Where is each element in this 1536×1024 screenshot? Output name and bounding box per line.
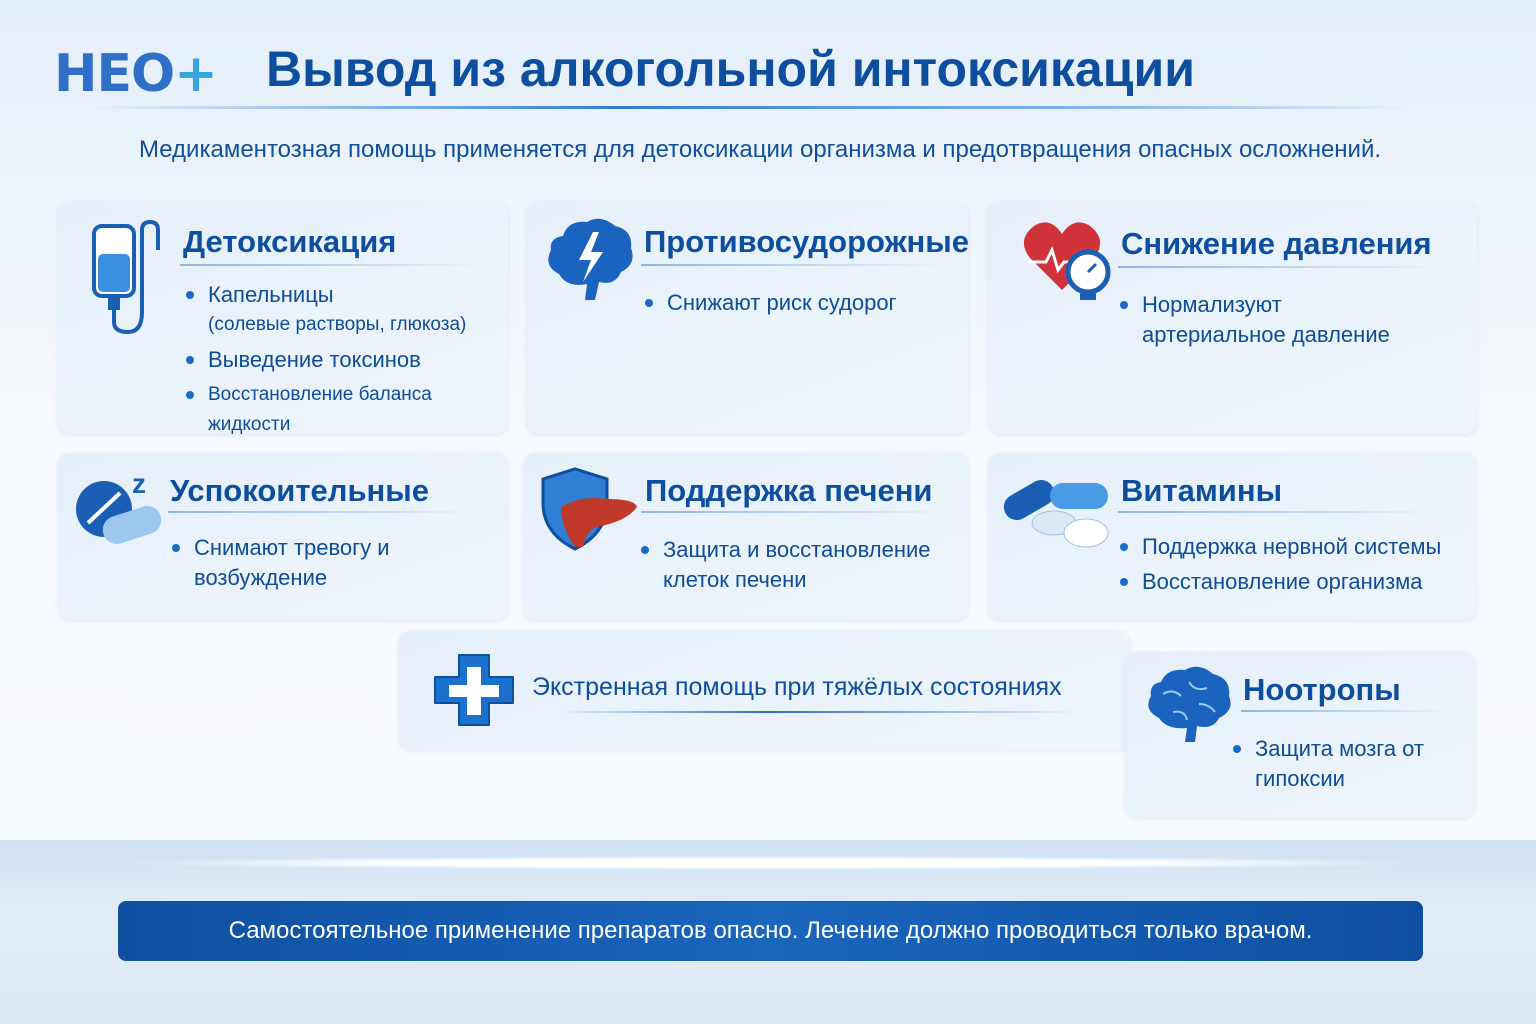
title-rule (641, 511, 951, 513)
card-blood-pressure: Снижение давления Нормализуют артериальн… (988, 202, 1477, 434)
heart-gauge-icon (1023, 222, 1111, 300)
card-title: Снижение давления (1121, 226, 1432, 261)
logo-plus: + (174, 44, 218, 104)
list-item: Нормализуют артериальное давление (1118, 290, 1418, 350)
vitamin-pills-icon (1003, 480, 1109, 548)
card-title: Ноотропы (1243, 672, 1401, 707)
title-rule (559, 711, 1079, 713)
subtitle: Медикаментозная помощь применяется для д… (138, 136, 1382, 163)
card-nootropics: Ноотропы Защита мозга от гипоксии (1125, 652, 1475, 818)
card-title: Детоксикация (183, 224, 397, 259)
card-anticonvulsant: Противосудорожные Снижают риск судорог (527, 202, 970, 434)
title-rule (641, 264, 941, 266)
title-rule (1118, 511, 1438, 513)
svg-text:z: z (132, 469, 146, 499)
card-vitamins: Витамины Поддержка нервной системы Восста… (988, 453, 1477, 620)
card-title: Экстренная помощь при тяжёлых состояниях (532, 673, 1062, 701)
liver-shield-icon (541, 467, 637, 551)
card-title: Успокоительные (170, 473, 429, 508)
title-rule (168, 511, 478, 513)
warning-banner: Самостоятельное применение препаратов оп… (118, 901, 1423, 961)
brain-lightning-icon (548, 218, 633, 300)
list-item: Выведение токсинов (184, 345, 508, 375)
title-divider (90, 106, 1410, 109)
list-item: Снижают риск судорог (643, 288, 897, 318)
page-title: Вывод из алкогольной интоксикации (266, 41, 1195, 97)
list-item: Капельницы (солевые растворы, глюкоза) (184, 280, 508, 340)
list-item: Восстановление баланса жидкости (184, 380, 508, 440)
sleep-pills-icon: z (76, 469, 162, 544)
list-item: Поддержка нервной системы (1118, 532, 1441, 562)
card-title: Противосудорожные (644, 224, 970, 259)
card-liver: Поддержка печени Защита и восстановление… (523, 453, 968, 620)
title-rule (1118, 266, 1438, 268)
list-item: Защита мозга от гипоксии (1231, 734, 1431, 794)
footer-glow (120, 856, 1420, 870)
list-item: Снимают тревогу и возбуждение (170, 533, 410, 593)
card-detox: Детоксикация Капельницы (солевые растворы… (58, 202, 508, 435)
logo: НЕО+ (54, 44, 218, 104)
card-title: Поддержка печени (645, 473, 933, 508)
item-subtext: (солевые растворы, глюкоза) (208, 314, 467, 335)
card-title: Витамины (1121, 473, 1283, 508)
card-sedatives: z Успокоительные Снимают тревогу и возбу… (58, 453, 508, 620)
list-item: Восстановление организма (1118, 567, 1441, 597)
title-rule (1241, 710, 1451, 712)
card-emergency: Экстренная помощь при тяжёлых состояниях (399, 631, 1130, 750)
brain-icon (1148, 666, 1231, 742)
logo-text: НЕО (54, 44, 175, 104)
iv-drip-icon (92, 219, 160, 335)
medical-cross-icon (434, 654, 514, 726)
item-text: Капельницы (208, 282, 334, 307)
title-rule (180, 264, 480, 266)
list-item: Защита и восстановление клеток печени (639, 535, 939, 595)
